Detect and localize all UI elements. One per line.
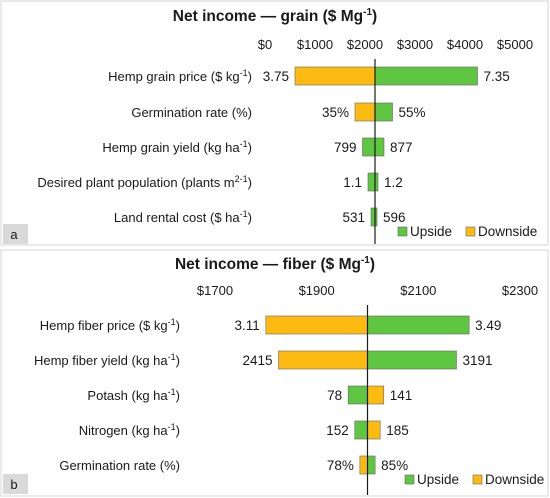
category-label: Hemp fiber yield (kg ha-1)	[34, 352, 180, 368]
chart-title: Net income — grain ($ Mg-1)	[173, 7, 377, 25]
data-label-low: 531	[342, 210, 365, 225]
category-label: Hemp grain yield (kg ha-1)	[102, 139, 252, 155]
bar-low	[354, 420, 368, 440]
legend-swatch-downside	[465, 226, 476, 237]
x-tick-label: $2300	[502, 283, 538, 298]
chart-panel-b: Net income — fiber ($ Mg-1) $1700 $1900 $21…	[0, 249, 549, 497]
data-label-high: 185	[386, 423, 409, 438]
x-tick-label: $4000	[447, 37, 483, 52]
x-tick-label: $2100	[400, 283, 436, 298]
chart-panel-a: Net income — grain ($ Mg-1) $0 $1000 $2000 $…	[0, 0, 549, 246]
data-label-low: 799	[334, 140, 357, 155]
bar-high	[367, 420, 381, 440]
legend-swatch-downside	[472, 474, 483, 485]
data-label-low: 152	[326, 423, 349, 438]
panel-label-box	[3, 474, 28, 494]
data-label-high: 3.49	[475, 318, 501, 333]
x-tick-label: $5000	[497, 37, 533, 52]
legend-swatch-upside	[397, 226, 408, 237]
data-label-low: 3.11	[235, 318, 260, 333]
x-tick-label: $1000	[297, 37, 333, 52]
data-label-high: 55%	[399, 105, 426, 120]
bar-high	[374, 137, 385, 157]
bar-low	[354, 102, 376, 122]
bar-high	[367, 315, 470, 335]
data-label-low: 35%	[322, 105, 349, 120]
bar-high	[367, 385, 385, 405]
bar-low	[367, 172, 376, 192]
data-label-low: 78	[327, 388, 342, 403]
panel-label-box	[3, 224, 28, 244]
category-label: Germination rate (%)	[131, 105, 252, 120]
legend-swatch-upside	[404, 474, 415, 485]
x-tick-label: $3000	[397, 37, 433, 52]
legend-label-upside: Upside	[410, 224, 452, 239]
panel-frame	[0, 249, 549, 497]
x-tick-label: $1700	[197, 283, 233, 298]
bar-low	[265, 315, 368, 335]
data-label-low: 78%	[327, 458, 354, 473]
legend-label-upside: Upside	[417, 472, 459, 487]
data-label-low: 3.75	[263, 69, 289, 84]
category-label: Nitrogen (kg ha-1)	[79, 422, 180, 438]
chart-title: Net income — fiber ($ Mg-1)	[175, 255, 375, 273]
bar-low	[278, 350, 368, 370]
bar-low	[359, 455, 368, 475]
data-label-high: 7.35	[484, 69, 510, 84]
category-label: Land rental cost ($ ha-1)	[114, 209, 252, 225]
category-label: Germination rate (%)	[59, 458, 180, 473]
bar-high	[367, 350, 457, 370]
data-label-high: 1.2	[384, 175, 403, 190]
bar-low	[347, 385, 368, 405]
legend-label-downside: Downside	[478, 224, 537, 239]
x-tick-label: $0	[258, 37, 272, 52]
data-label-high: 85%	[381, 458, 408, 473]
data-label-high: 596	[383, 210, 406, 225]
legend-label-downside: Downside	[485, 472, 544, 487]
data-label-high: 3191	[462, 353, 492, 368]
bar-high	[374, 66, 478, 86]
panel-label: a	[10, 227, 18, 242]
data-label-high: 141	[390, 388, 413, 403]
panel-label: b	[10, 477, 17, 492]
category-label: Hemp fiber price ($ kg-1)	[40, 317, 180, 333]
category-label: Potash (kg ha-1)	[87, 387, 180, 403]
data-label-high: 877	[390, 140, 413, 155]
panel-frame	[0, 0, 549, 246]
bar-low	[362, 137, 376, 157]
bar-low	[294, 66, 376, 86]
bar-high	[367, 455, 376, 475]
category-label: Hemp grain price ($ kg-1)	[108, 68, 252, 84]
x-tick-label: $1900	[299, 283, 335, 298]
data-label-low: 2415	[242, 353, 272, 368]
bar-high	[374, 102, 393, 122]
category-label: Desired plant population (plants m2-1)	[37, 174, 252, 190]
x-tick-label: $2000	[347, 37, 383, 52]
data-label-low: 1.1	[343, 175, 362, 190]
